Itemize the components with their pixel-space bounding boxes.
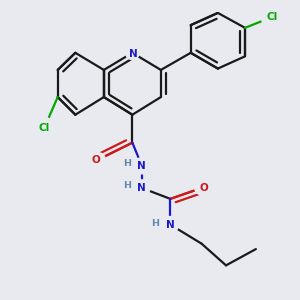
Text: O: O <box>200 183 209 193</box>
Text: N: N <box>129 49 138 59</box>
Text: H: H <box>123 181 131 190</box>
Text: Cl: Cl <box>266 12 278 22</box>
Circle shape <box>261 6 283 28</box>
Circle shape <box>195 181 208 195</box>
Circle shape <box>33 117 55 139</box>
Circle shape <box>162 217 178 233</box>
Circle shape <box>92 153 105 166</box>
Text: N: N <box>137 183 146 193</box>
Text: O: O <box>91 154 100 164</box>
Text: H: H <box>123 159 131 168</box>
Circle shape <box>134 180 150 196</box>
Text: N: N <box>137 161 146 171</box>
Circle shape <box>126 46 139 60</box>
Circle shape <box>134 158 150 174</box>
Text: Cl: Cl <box>38 123 50 133</box>
Text: H: H <box>152 219 159 228</box>
Text: N: N <box>166 220 175 230</box>
